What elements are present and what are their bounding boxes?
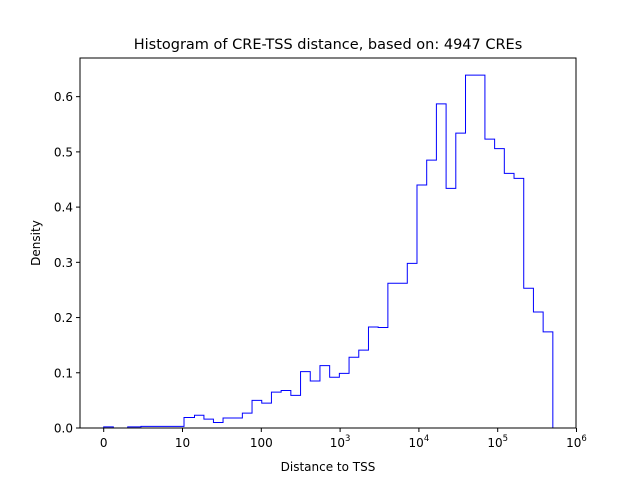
y-tick-label: 0.3	[54, 256, 73, 270]
chart-title: Histogram of CRE-TSS distance, based on:…	[134, 37, 523, 53]
plot-area	[80, 58, 576, 428]
x-axis: 0 10 100 103 104 105 106	[100, 428, 587, 450]
x-axis-label: Distance to TSS	[281, 460, 376, 474]
y-tick-label: 0.2	[54, 311, 73, 325]
y-tick-label: 0.0	[54, 422, 73, 436]
x-tick-label: 0	[100, 436, 108, 450]
plot-frame	[79, 57, 577, 429]
y-tick-label: 0.5	[54, 145, 73, 159]
y-tick-label: 0.1	[54, 366, 73, 380]
x-tick-label: 100	[250, 436, 273, 450]
y-axis: 0.0 0.1 0.2 0.3 0.4 0.5 0.6	[54, 90, 80, 436]
x-tick-label: 10	[175, 436, 190, 450]
y-tick-label: 0.4	[54, 201, 73, 215]
y-tick-label: 0.6	[54, 90, 73, 104]
histogram-step-line	[103, 74, 554, 429]
x-tick-label: 106	[566, 434, 587, 450]
x-tick-label: 103	[330, 434, 351, 450]
y-axis-label: Density	[29, 220, 43, 266]
x-tick-label: 104	[409, 434, 430, 450]
x-tick-label: 105	[487, 434, 508, 450]
